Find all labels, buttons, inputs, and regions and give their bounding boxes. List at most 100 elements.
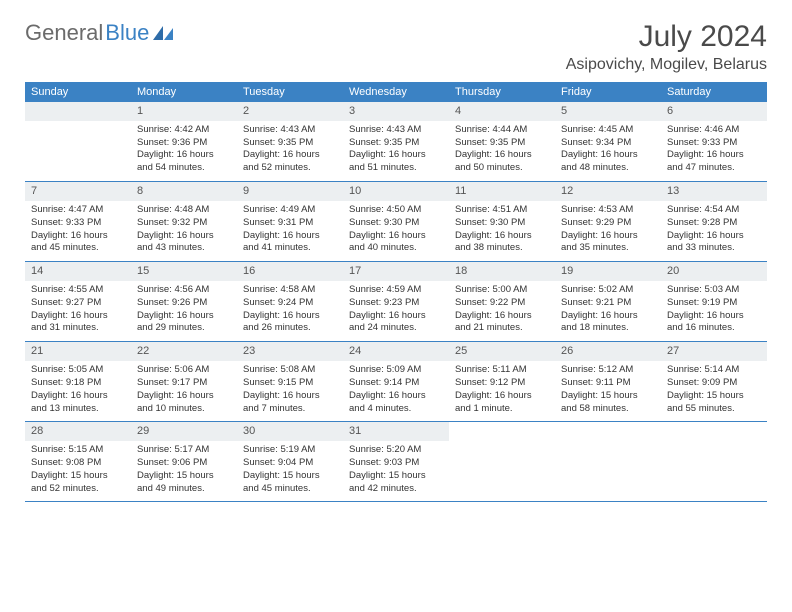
sunrise-line: Sunrise: 4:54 AM: [667, 204, 761, 217]
calendar-cell: 25 Sunrise: 5:11 AMSunset: 9:12 PMDayligh…: [449, 342, 555, 421]
cell-content: Sunrise: 5:09 AMSunset: 9:14 PMDaylight:…: [343, 361, 449, 421]
cell-content: Sunrise: 4:44 AMSunset: 9:35 PMDaylight:…: [449, 121, 555, 181]
cell-content: Sunrise: 5:19 AMSunset: 9:04 PMDaylight:…: [237, 441, 343, 501]
sunrise-line: Sunrise: 5:17 AM: [137, 444, 231, 457]
cell-content: Sunrise: 5:00 AMSunset: 9:22 PMDaylight:…: [449, 281, 555, 341]
day-number: 29: [131, 422, 237, 441]
cell-content: Sunrise: 5:03 AMSunset: 9:19 PMDaylight:…: [661, 281, 767, 341]
empty-daynum: [25, 102, 131, 121]
sunset-line: Sunset: 9:26 PM: [137, 297, 231, 310]
sunset-line: Sunset: 9:12 PM: [455, 377, 549, 390]
day-number: 30: [237, 422, 343, 441]
sunset-line: Sunset: 9:09 PM: [667, 377, 761, 390]
sunset-line: Sunset: 9:29 PM: [561, 217, 655, 230]
calendar-cell: 27Sunrise: 5:14 AMSunset: 9:09 PMDayligh…: [661, 342, 767, 421]
sunrise-line: Sunrise: 5:11 AM: [455, 364, 549, 377]
cell-content: Sunrise: 4:54 AMSunset: 9:28 PMDaylight:…: [661, 201, 767, 261]
sunrise-line: Sunrise: 4:50 AM: [349, 204, 443, 217]
day-number: 7: [25, 182, 131, 201]
sunset-line: Sunset: 9:04 PM: [243, 457, 337, 470]
calendar-cell: 30Sunrise: 5:19 AMSunset: 9:04 PMDayligh…: [237, 422, 343, 501]
sunrise-line: Sunrise: 4:43 AM: [243, 124, 337, 137]
day-header: Friday: [555, 82, 661, 102]
day-number: 9: [237, 182, 343, 201]
daylight-line: Daylight: 16 hours and 51 minutes.: [349, 149, 443, 175]
calendar-cell: 29Sunrise: 5:17 AMSunset: 9:06 PMDayligh…: [131, 422, 237, 501]
calendar-cell: [25, 102, 131, 181]
calendar-cell: 6Sunrise: 4:46 AMSunset: 9:33 PMDaylight…: [661, 102, 767, 181]
sunrise-line: Sunrise: 5:00 AM: [455, 284, 549, 297]
cell-content: Sunrise: 5:08 AMSunset: 9:15 PMDaylight:…: [237, 361, 343, 421]
sunrise-line: Sunrise: 5:08 AM: [243, 364, 337, 377]
daylight-line: Daylight: 16 hours and 40 minutes.: [349, 230, 443, 256]
sunrise-line: Sunrise: 5:03 AM: [667, 284, 761, 297]
day-number: 15: [131, 262, 237, 281]
calendar-cell: 13Sunrise: 4:54 AMSunset: 9:28 PMDayligh…: [661, 182, 767, 261]
day-number: 11: [449, 182, 555, 201]
sunset-line: Sunset: 9:14 PM: [349, 377, 443, 390]
sunrise-line: Sunrise: 5:14 AM: [667, 364, 761, 377]
week-row: 21Sunrise: 5:05 AMSunset: 9:18 PMDayligh…: [25, 342, 767, 422]
cell-content: Sunrise: 5:17 AMSunset: 9:06 PMDaylight:…: [131, 441, 237, 501]
sunrise-line: Sunrise: 4:58 AM: [243, 284, 337, 297]
calendar-cell: 24Sunrise: 5:09 AMSunset: 9:14 PMDayligh…: [343, 342, 449, 421]
day-number: 25: [449, 342, 555, 361]
sunrise-line: Sunrise: 4:51 AM: [455, 204, 549, 217]
day-number: 20: [661, 262, 767, 281]
sunset-line: Sunset: 9:27 PM: [31, 297, 125, 310]
cell-content: Sunrise: 4:43 AMSunset: 9:35 PMDaylight:…: [343, 121, 449, 181]
daylight-line: Daylight: 16 hours and 24 minutes.: [349, 310, 443, 336]
day-number: 27: [661, 342, 767, 361]
cell-content: Sunrise: 5:05 AMSunset: 9:18 PMDaylight:…: [25, 361, 131, 421]
day-number: 2: [237, 102, 343, 121]
cell-content: Sunrise: 4:51 AMSunset: 9:30 PMDaylight:…: [449, 201, 555, 261]
week-row: 1Sunrise: 4:42 AMSunset: 9:36 PMDaylight…: [25, 102, 767, 182]
title-block: July 2024 Asipovichy, Mogilev, Belarus: [566, 20, 767, 74]
sunset-line: Sunset: 9:17 PM: [137, 377, 231, 390]
daylight-line: Daylight: 16 hours and 54 minutes.: [137, 149, 231, 175]
cell-content: Sunrise: 4:59 AMSunset: 9:23 PMDaylight:…: [343, 281, 449, 341]
month-title: July 2024: [566, 20, 767, 54]
day-number: 28: [25, 422, 131, 441]
calendar-cell: 12Sunrise: 4:53 AMSunset: 9:29 PMDayligh…: [555, 182, 661, 261]
cell-content: Sunrise: 4:45 AMSunset: 9:34 PMDaylight:…: [555, 121, 661, 181]
sunset-line: Sunset: 9:19 PM: [667, 297, 761, 310]
daylight-line: Daylight: 16 hours and 47 minutes.: [667, 149, 761, 175]
sunrise-line: Sunrise: 4:47 AM: [31, 204, 125, 217]
day-number: 4: [449, 102, 555, 121]
cell-content: Sunrise: 5:06 AMSunset: 9:17 PMDaylight:…: [131, 361, 237, 421]
logo-text-b: Blue: [105, 20, 149, 46]
sunset-line: Sunset: 9:35 PM: [349, 137, 443, 150]
calendar-cell: 2Sunrise: 4:43 AMSunset: 9:35 PMDaylight…: [237, 102, 343, 181]
daylight-line: Daylight: 16 hours and 1 minute.: [455, 390, 549, 416]
sunrise-line: Sunrise: 5:05 AM: [31, 364, 125, 377]
daylight-line: Daylight: 15 hours and 45 minutes.: [243, 470, 337, 496]
cell-content: Sunrise: 5:14 AMSunset: 9:09 PMDaylight:…: [661, 361, 767, 421]
daylight-line: Daylight: 16 hours and 4 minutes.: [349, 390, 443, 416]
day-number: 1: [131, 102, 237, 121]
day-header: Thursday: [449, 82, 555, 102]
sunset-line: Sunset: 9:34 PM: [561, 137, 655, 150]
calendar-cell: 22Sunrise: 5:06 AMSunset: 9:17 PMDayligh…: [131, 342, 237, 421]
logo-sail-icon: [153, 26, 175, 40]
day-number: 24: [343, 342, 449, 361]
day-header: Saturday: [661, 82, 767, 102]
daylight-line: Daylight: 16 hours and 16 minutes.: [667, 310, 761, 336]
day-number: 10: [343, 182, 449, 201]
day-number: 26: [555, 342, 661, 361]
sunrise-line: Sunrise: 5:20 AM: [349, 444, 443, 457]
location: Asipovichy, Mogilev, Belarus: [566, 56, 767, 74]
week-row: 14Sunrise: 4:55 AMSunset: 9:27 PMDayligh…: [25, 262, 767, 342]
cell-content: Sunrise: 5:12 AMSunset: 9:11 PMDaylight:…: [555, 361, 661, 421]
sunrise-line: Sunrise: 4:44 AM: [455, 124, 549, 137]
day-number: 31: [343, 422, 449, 441]
logo: GeneralBlue: [25, 20, 175, 46]
day-number: 12: [555, 182, 661, 201]
sunset-line: Sunset: 9:06 PM: [137, 457, 231, 470]
daylight-line: Daylight: 15 hours and 49 minutes.: [137, 470, 231, 496]
calendar-cell: 16Sunrise: 4:58 AMSunset: 9:24 PMDayligh…: [237, 262, 343, 341]
sunset-line: Sunset: 9:32 PM: [137, 217, 231, 230]
sunset-line: Sunset: 9:21 PM: [561, 297, 655, 310]
cell-content: Sunrise: 5:02 AMSunset: 9:21 PMDaylight:…: [555, 281, 661, 341]
header: GeneralBlue July 2024 Asipovichy, Mogile…: [25, 20, 767, 74]
